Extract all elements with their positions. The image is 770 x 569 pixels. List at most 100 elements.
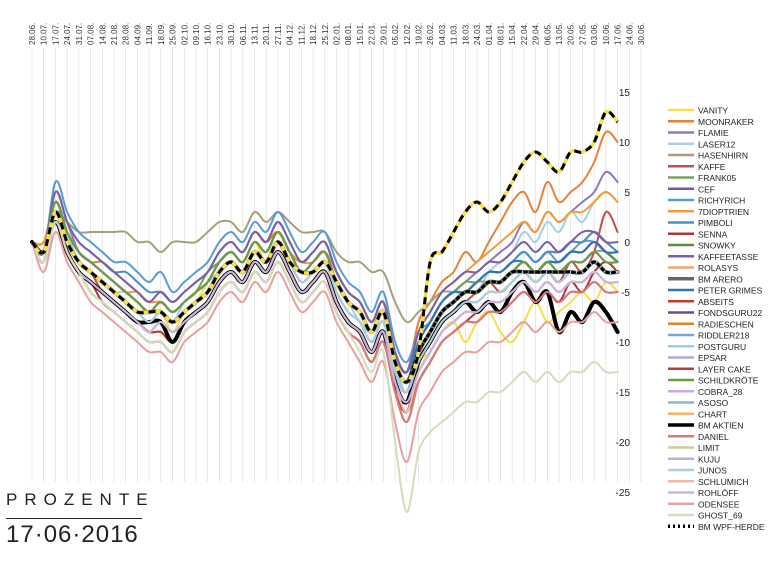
x-tick-label: 24.03. [473,23,482,45]
legend-label: BM AKTIEN [698,421,743,431]
x-tick-label: 14.08. [98,23,107,45]
x-tick-label: 27.11. [274,23,283,45]
legend-label: RADIESCHEN [698,319,754,329]
x-tick-label: 25.09. [169,23,178,45]
date-label: 17·06·2016 [6,521,139,548]
legend-label: LIMIT [698,443,720,453]
x-tick-label: 06.11. [239,23,248,45]
legend: VANITYMOONRAKERFLAMIELASER12HASENHIRNKAF… [668,106,765,532]
x-tick-label: 27.05. [578,23,587,45]
x-tick-label: 21.08. [110,23,119,45]
legend-label: KUJU [698,454,720,464]
legend-label: 7DIOPTRIEN [698,207,749,217]
x-tick-label: 12.02. [403,23,412,45]
legend-label: LAYER CAKE [698,364,751,374]
y-tick-label: -5 [621,288,630,299]
x-tick-label: 02.01. [333,23,342,45]
legend-label: DANIEL [698,432,729,442]
x-tick-label: 07.08. [87,23,96,45]
y-tick-label: 5 [624,188,630,199]
x-tick-label: 29.01. [379,23,388,45]
x-tick-label: 31.07. [75,23,84,45]
x-tick-label: 04.09. [133,23,142,45]
x-tick-label: 03.06. [590,23,599,45]
series-line-kaffeetasse [31,190,619,374]
legend-label: FRANK05 [698,173,737,183]
x-tick-label: 20.11. [262,23,271,45]
legend-label: EPSAR [698,353,727,363]
series-line-odensee [31,230,619,464]
y-tick-label: -15 [616,388,631,399]
y-tick-label: -25 [616,488,631,499]
unit-label: PROZENTE [6,490,155,509]
x-tick-label: 22.01. [368,23,377,45]
x-tick-label: 28.08. [122,23,131,45]
legend-label: ASOSO [698,398,729,408]
y-tick-label: 15 [619,88,631,99]
legend-label: KAFFE [698,162,726,172]
legend-label: LASER12 [698,139,736,149]
x-tick-label: 04.12. [286,23,295,45]
legend-label: HASENHIRN [698,151,748,161]
x-tick-label: 10.06. [602,23,611,45]
series-line-ghost-69 [31,220,619,514]
legend-label: RICHYRICH [698,196,745,206]
x-tick-label: 11.09. [145,23,154,45]
x-tick-label: 04.03. [438,23,447,45]
series-line-rohl-ff [31,220,619,404]
x-tick-label: 26.02. [426,23,435,45]
legend-label: SENNA [698,229,728,239]
x-tick-label: 25.12. [321,23,330,45]
legend-label: BM WPF-HERDE [698,522,765,532]
x-tick-label: 02.10. [180,23,189,45]
legend-label: SCHILDKRÖTE [698,376,759,386]
y-tick-label: 0 [624,238,630,249]
highlight-line-dashed [30,109,619,384]
legend-label: ABSEITS [698,297,734,307]
x-tick-label: 10.07. [40,23,49,45]
legend-label: SNOWKY [698,241,736,251]
y-tick-label: -10 [616,338,631,349]
legend-label: ROHLÖFF [698,488,739,498]
x-tick-label: 17.06. [614,23,623,45]
x-tick-label: 08.01. [496,23,505,45]
legend-label: PIMBOLI [698,218,732,228]
legend-label: SCHLUMICH [698,477,749,487]
legend-label: VANITY [698,106,728,116]
legend-label: KAFFEETASSE [698,252,759,262]
legend-label: CHART [698,409,727,419]
legend-label: JUNOS [698,466,727,476]
legend-label: POSTGURU [698,342,746,352]
x-tick-label: 08.01. [344,23,353,45]
vertical-gridlines [31,48,642,482]
x-tick-label: 17.07. [51,23,60,45]
x-tick-label: 15.04. [508,23,517,45]
x-tick-label: 13.11. [251,23,260,45]
x-tick-label: 23.10. [215,23,224,45]
legend-label: BM ARERO [698,274,743,284]
x-tick-label: 01.04. [485,23,494,45]
x-tick-label: 22.04. [520,23,529,45]
series-lines [30,109,620,514]
x-tick-label: 28.06. [28,23,37,45]
x-tick-label: 30.10. [227,23,236,45]
x-tick-label: 18.03. [461,23,470,45]
legend-label: ROLASYS [698,263,738,273]
legend-label: FONDSGURU22 [698,308,763,318]
divider-line [6,518,142,519]
legend-label: MOONRAKER [698,117,754,127]
x-tick-label: 18.09. [157,23,166,45]
x-tick-label: 24.06. [625,23,634,45]
x-tick-label: 18.12. [309,23,318,45]
x-tick-label: 05.02. [391,23,400,45]
x-tick-label: 11.03. [450,23,459,45]
legend-label: CEF [698,184,715,194]
x-tick-label: 24.07. [63,23,72,45]
x-tick-label: 20.05. [567,23,576,45]
legend-label: RIDDLER218 [698,331,750,341]
x-tick-label: 11.12. [297,23,306,45]
y-tick-label: 10 [619,138,631,149]
x-tick-label: 15.01. [356,23,365,45]
legend-label: GHOST_69 [698,511,743,521]
